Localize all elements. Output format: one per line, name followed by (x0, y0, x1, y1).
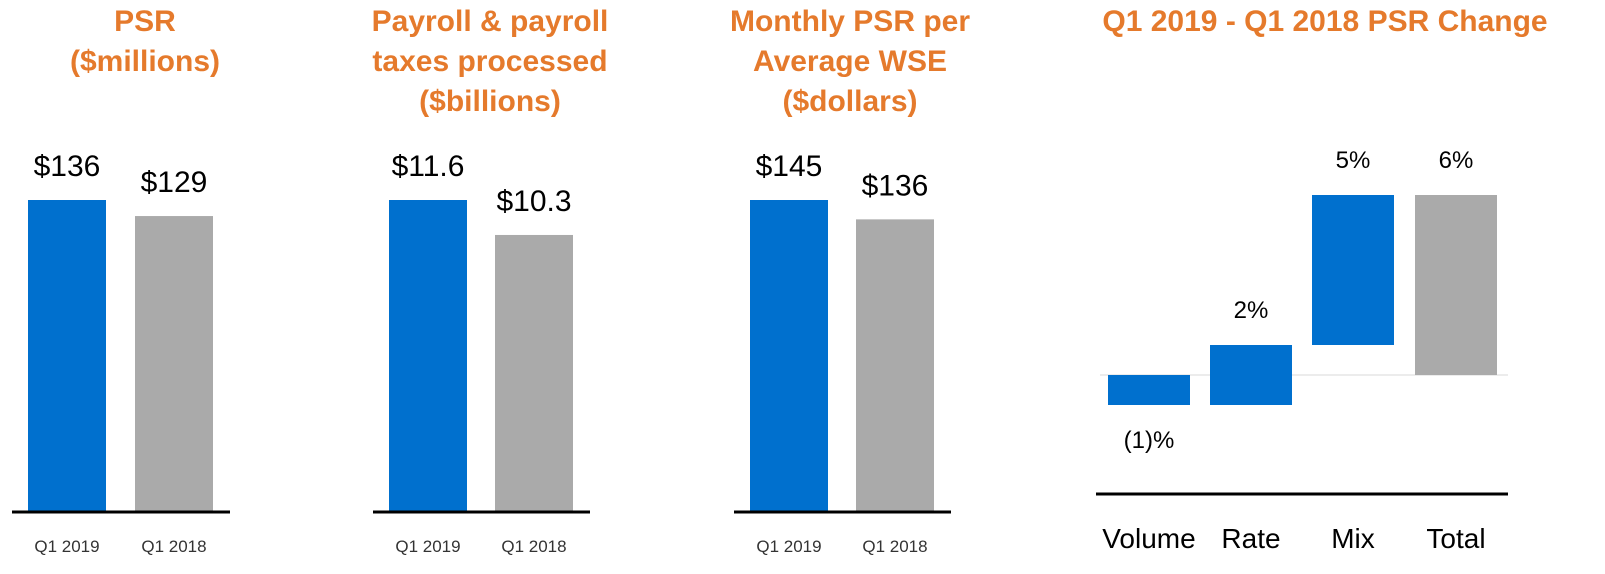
bar-mix (1312, 195, 1394, 345)
title-line: Q1 2019 - Q1 2018 PSR Change (1102, 5, 1548, 38)
bar-q1-2018 (495, 234, 573, 512)
bar-volume (1108, 375, 1190, 405)
title-line: Monthly PSR per (729, 5, 970, 38)
chart-title-psr-change: Q1 2019 - Q1 2018 PSR Change (1055, 2, 1595, 42)
data-label: $10.3 (496, 185, 571, 218)
x-tick-label: Mix (1331, 523, 1375, 554)
bar-q1-2019 (28, 200, 106, 512)
bar-q1-2018 (135, 216, 213, 512)
x-tick-label: Q1 2018 (141, 537, 206, 556)
title-line: Payroll & payroll (371, 5, 609, 38)
data-label: 6% (1439, 147, 1474, 174)
x-tick-label: Q1 2019 (34, 537, 99, 556)
title-line: taxes processed (372, 45, 608, 78)
x-tick-label: Q1 2019 (395, 537, 460, 556)
x-tick-label: Q1 2018 (862, 537, 927, 556)
x-tick-label: Q1 2019 (756, 537, 821, 556)
data-label: (1)% (1124, 427, 1175, 454)
x-tick-label: Volume (1102, 523, 1195, 554)
bar-q1-2019 (750, 200, 828, 512)
data-label: $145 (756, 150, 823, 183)
title-line: ($billions) (419, 85, 561, 118)
x-tick-label: Rate (1221, 523, 1280, 554)
data-label: $136 (34, 150, 101, 183)
chart-title-psr: PSR ($millions) (20, 2, 270, 82)
data-label: $11.6 (392, 150, 465, 183)
x-tick-label: Total (1426, 523, 1485, 554)
title-line: Average WSE (753, 45, 947, 78)
bar-total (1415, 195, 1497, 375)
x-tick-label: Q1 2018 (501, 537, 566, 556)
title-line: ($millions) (69, 45, 220, 78)
data-label: $129 (141, 166, 208, 199)
bar-q1-2019 (389, 200, 467, 512)
data-label: $136 (862, 169, 929, 202)
title-line: ($dollars) (782, 85, 918, 118)
chart-title-payroll: Payroll & payroll taxes processed ($bill… (340, 2, 640, 122)
data-label: 5% (1336, 147, 1371, 174)
title-line: PSR (114, 5, 176, 38)
bar-rate (1210, 345, 1292, 405)
chart-title-monthly-psr: Monthly PSR per Average WSE ($dollars) (700, 2, 1000, 122)
data-label: 2% (1234, 297, 1269, 324)
bar-q1-2018 (856, 219, 934, 512)
